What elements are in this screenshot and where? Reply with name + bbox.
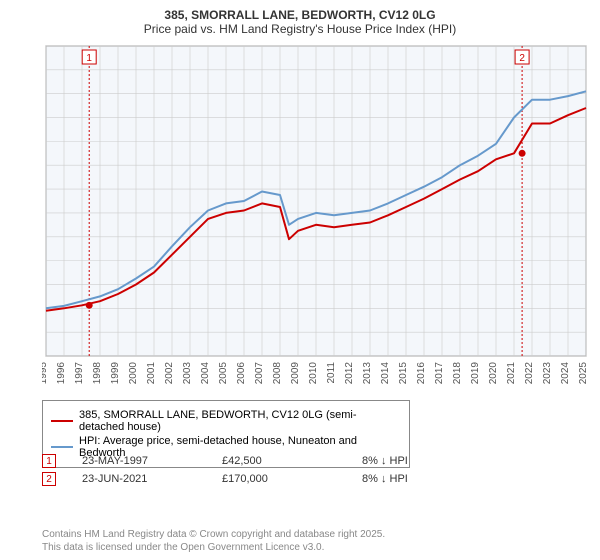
sales-row: 1 23-MAY-1997 £42,500 8% ↓ HPI <box>42 454 482 468</box>
sale-date: 23-JUN-2021 <box>82 473 222 485</box>
sale-price: £42,500 <box>222 455 362 467</box>
svg-text:2005: 2005 <box>218 362 229 385</box>
svg-text:2003: 2003 <box>182 362 193 385</box>
sale-marker-cell: 1 <box>42 454 82 468</box>
sale-marker-cell: 2 <box>42 472 82 486</box>
svg-text:2013: 2013 <box>362 362 373 385</box>
svg-text:2009: 2009 <box>290 362 301 385</box>
svg-text:1998: 1998 <box>92 362 103 385</box>
svg-text:1997: 1997 <box>74 362 85 385</box>
svg-text:2019: 2019 <box>470 362 481 385</box>
svg-text:2012: 2012 <box>344 362 355 385</box>
svg-text:2016: 2016 <box>416 362 427 385</box>
svg-text:1996: 1996 <box>56 362 67 385</box>
svg-text:2021: 2021 <box>506 362 517 385</box>
sales-row: 2 23-JUN-2021 £170,000 8% ↓ HPI <box>42 472 482 486</box>
legend-swatch-1 <box>51 420 73 422</box>
sale-price: £170,000 <box>222 473 362 485</box>
svg-text:2002: 2002 <box>164 362 175 385</box>
svg-text:2008: 2008 <box>272 362 283 385</box>
svg-text:2007: 2007 <box>254 362 265 385</box>
svg-text:2004: 2004 <box>200 362 211 385</box>
title-block: 385, SMORRALL LANE, BEDWORTH, CV12 0LG P… <box>0 0 600 40</box>
sale-diff: 8% ↓ HPI <box>362 455 482 467</box>
title-line2: Price paid vs. HM Land Registry's House … <box>0 22 600 36</box>
svg-text:1: 1 <box>86 53 92 64</box>
footer-line2: This data is licensed under the Open Gov… <box>42 541 385 554</box>
svg-text:2017: 2017 <box>434 362 445 385</box>
marker-box-icon: 2 <box>42 472 56 486</box>
svg-text:2014: 2014 <box>380 362 391 385</box>
svg-text:2020: 2020 <box>488 362 499 385</box>
svg-text:2006: 2006 <box>236 362 247 385</box>
chart-container: 385, SMORRALL LANE, BEDWORTH, CV12 0LG P… <box>0 0 600 560</box>
svg-text:2010: 2010 <box>308 362 319 385</box>
legend-swatch-2 <box>51 446 73 448</box>
svg-text:2011: 2011 <box>326 362 337 384</box>
svg-text:1995: 1995 <box>42 362 49 385</box>
svg-text:1999: 1999 <box>110 362 121 385</box>
svg-text:2024: 2024 <box>560 362 571 385</box>
footer-line1: Contains HM Land Registry data © Crown c… <box>42 528 385 541</box>
marker-box-icon: 1 <box>42 454 56 468</box>
svg-text:2022: 2022 <box>524 362 535 385</box>
sale-diff: 8% ↓ HPI <box>362 473 482 485</box>
footer: Contains HM Land Registry data © Crown c… <box>42 528 385 554</box>
svg-text:2001: 2001 <box>146 362 157 385</box>
chart-svg: £0£20K£40K£60K£80K£100K£120K£140K£160K£1… <box>42 42 590 392</box>
svg-text:2025: 2025 <box>578 362 589 385</box>
svg-text:2015: 2015 <box>398 362 409 385</box>
title-line1: 385, SMORRALL LANE, BEDWORTH, CV12 0LG <box>0 8 600 22</box>
svg-text:2018: 2018 <box>452 362 463 385</box>
sale-date: 23-MAY-1997 <box>82 455 222 467</box>
legend-row: 385, SMORRALL LANE, BEDWORTH, CV12 0LG (… <box>51 409 401 433</box>
svg-text:2000: 2000 <box>128 362 139 385</box>
sales-table: 1 23-MAY-1997 £42,500 8% ↓ HPI 2 23-JUN-… <box>42 450 482 490</box>
svg-text:2023: 2023 <box>542 362 553 385</box>
svg-text:2: 2 <box>519 53 525 64</box>
legend-label: 385, SMORRALL LANE, BEDWORTH, CV12 0LG (… <box>79 409 401 433</box>
